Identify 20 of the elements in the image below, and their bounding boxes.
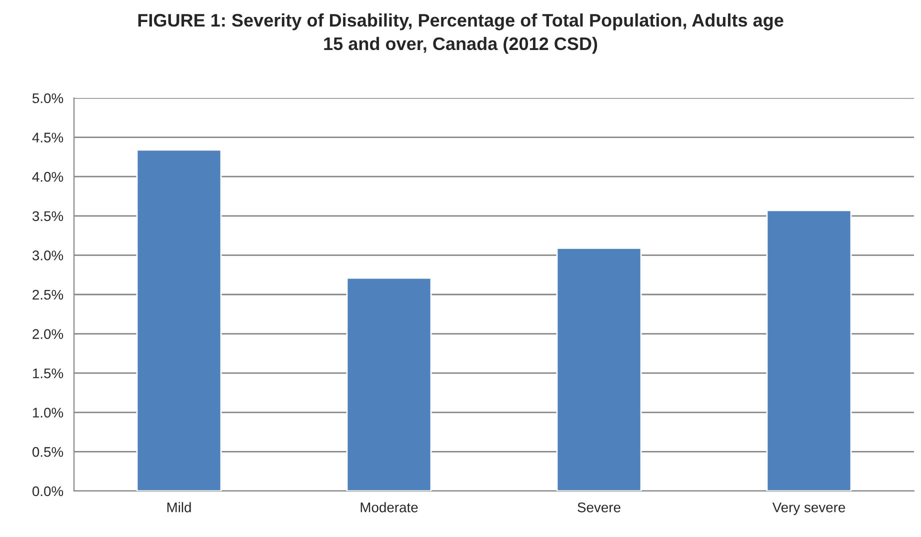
y-tick-label: 3.0% bbox=[32, 250, 64, 260]
y-tick-label: 2.5% bbox=[32, 290, 64, 300]
y-tick-label: 5.0% bbox=[32, 93, 64, 104]
bar bbox=[766, 210, 852, 491]
y-tick-label: 0.5% bbox=[32, 447, 64, 457]
y-tick-label: 1.0% bbox=[32, 408, 64, 418]
bar bbox=[346, 277, 432, 491]
x-tick-label: Severe bbox=[578, 502, 620, 512]
bar bbox=[556, 247, 642, 491]
y-tick-label: 4.0% bbox=[32, 172, 64, 182]
x-tick-label: Very severe bbox=[772, 502, 846, 516]
y-tick-label: 3.5% bbox=[32, 211, 64, 222]
x-tick-label: Mild bbox=[167, 502, 191, 512]
y-tick-label: 0.0% bbox=[32, 486, 64, 496]
chart-title: FIGURE 1: Severity of Disability, Percentage of Total Population, Adults age 15 and over, Canada (2012 CSD) bbox=[138, 13, 784, 54]
y-tick-label: 2.0% bbox=[32, 329, 64, 339]
y-tick-label: 4.5% bbox=[32, 132, 64, 142]
x-tick-label: Moderate bbox=[360, 502, 418, 512]
y-tick-label: 1.5% bbox=[32, 368, 64, 378]
bar bbox=[136, 149, 222, 491]
